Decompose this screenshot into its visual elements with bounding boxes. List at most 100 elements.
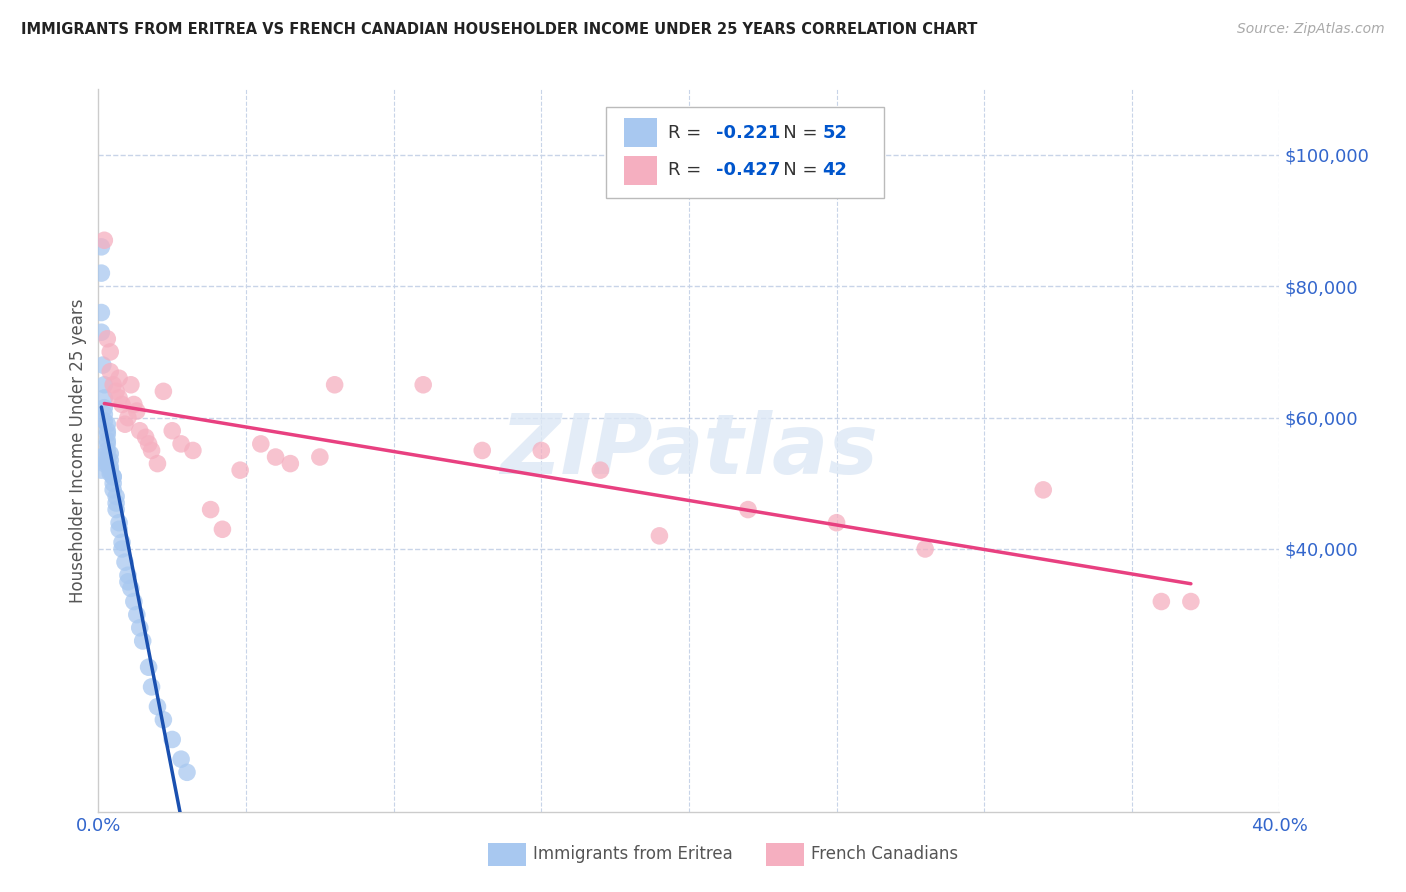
Point: [93, 401, 115, 415]
Text: ZIPatlas: ZIPatlas: [501, 410, 877, 491]
Point: [98, 447, 121, 461]
Point: [105, 490, 128, 504]
Text: 52: 52: [823, 124, 848, 142]
Point: [132, 634, 155, 648]
Point: [114, 555, 136, 569]
Point: [135, 430, 157, 444]
Bar: [624, 156, 657, 185]
Point: [98, 459, 121, 474]
Point: [105, 384, 128, 399]
Point: [914, 541, 936, 556]
Point: [122, 594, 145, 608]
Point: [98, 463, 121, 477]
Point: [114, 417, 136, 432]
Point: [96, 427, 118, 442]
FancyBboxPatch shape: [606, 107, 884, 198]
Point: [170, 752, 193, 766]
Point: [825, 516, 848, 530]
Point: [125, 404, 148, 418]
Point: [117, 410, 139, 425]
Point: [96, 457, 118, 471]
Point: [93, 233, 115, 247]
Point: [108, 371, 131, 385]
Text: -0.427: -0.427: [716, 161, 780, 179]
Point: [176, 765, 198, 780]
Text: R =: R =: [668, 124, 713, 142]
Point: [138, 660, 160, 674]
Point: [737, 502, 759, 516]
Point: [648, 529, 671, 543]
Point: [280, 457, 302, 471]
Text: R =: R =: [668, 161, 713, 179]
Point: [93, 377, 115, 392]
Text: N =: N =: [766, 124, 823, 142]
Text: 42: 42: [823, 161, 848, 179]
Point: [120, 582, 142, 596]
Point: [1150, 594, 1173, 608]
Bar: [624, 118, 657, 147]
Y-axis label: Householder Income Under 25 years: Householder Income Under 25 years: [69, 298, 87, 603]
Point: [98, 345, 121, 359]
Point: [111, 541, 134, 556]
Point: [93, 414, 115, 428]
Point: [108, 391, 131, 405]
Point: [96, 332, 118, 346]
Point: [162, 732, 183, 747]
Point: [128, 424, 150, 438]
Point: [229, 463, 252, 477]
Point: [98, 365, 121, 379]
Point: [125, 607, 148, 622]
Point: [111, 535, 134, 549]
Bar: [766, 843, 803, 866]
Point: [103, 377, 125, 392]
Point: [250, 437, 273, 451]
Point: [90, 463, 112, 477]
Point: [120, 377, 142, 392]
Point: [91, 358, 114, 372]
Point: [105, 502, 128, 516]
Point: [309, 450, 332, 464]
Point: [323, 377, 346, 392]
Point: [152, 713, 174, 727]
Bar: [488, 843, 526, 866]
Point: [103, 469, 125, 483]
Point: [170, 437, 193, 451]
Point: [96, 424, 118, 438]
Point: [90, 305, 112, 319]
Point: [117, 574, 139, 589]
Point: [93, 391, 115, 405]
Text: Source: ZipAtlas.com: Source: ZipAtlas.com: [1237, 22, 1385, 37]
Point: [162, 424, 183, 438]
Point: [530, 443, 553, 458]
Point: [90, 450, 112, 464]
Text: Immigrants from Eritrea: Immigrants from Eritrea: [533, 846, 733, 863]
Point: [103, 469, 125, 483]
Point: [111, 397, 134, 411]
Point: [96, 437, 118, 451]
Point: [93, 407, 115, 422]
Point: [141, 443, 163, 458]
Point: [108, 516, 131, 530]
Point: [105, 496, 128, 510]
Point: [98, 453, 121, 467]
Point: [90, 266, 112, 280]
Text: -0.221: -0.221: [716, 124, 780, 142]
Point: [96, 417, 118, 432]
Point: [211, 522, 233, 536]
Point: [96, 450, 118, 464]
Point: [200, 502, 222, 516]
Point: [98, 467, 121, 481]
Point: [122, 397, 145, 411]
Text: IMMIGRANTS FROM ERITREA VS FRENCH CANADIAN HOUSEHOLDER INCOME UNDER 25 YEARS COR: IMMIGRANTS FROM ERITREA VS FRENCH CANADI…: [21, 22, 977, 37]
Text: N =: N =: [766, 161, 823, 179]
Point: [589, 463, 612, 477]
Point: [138, 437, 160, 451]
Text: French Canadians: French Canadians: [811, 846, 957, 863]
Point: [103, 483, 125, 497]
Point: [264, 450, 287, 464]
Point: [141, 680, 163, 694]
Point: [90, 325, 112, 339]
Point: [146, 699, 169, 714]
Point: [117, 568, 139, 582]
Point: [90, 240, 112, 254]
